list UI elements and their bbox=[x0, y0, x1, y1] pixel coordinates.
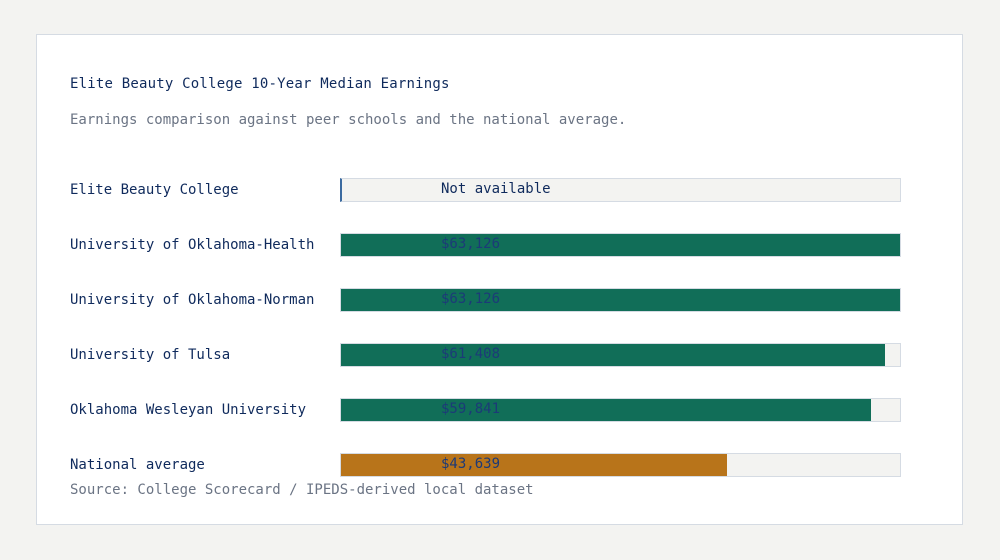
bar-value: $63,126 bbox=[441, 236, 501, 252]
bar-label: Oklahoma Wesleyan University bbox=[70, 402, 307, 418]
bar-fill bbox=[341, 399, 871, 421]
bar-row-elite-beauty-college: Elite Beauty College Not available bbox=[70, 178, 940, 204]
bar-fill bbox=[341, 344, 885, 366]
bar-label: Elite Beauty College bbox=[70, 182, 239, 198]
chart-subtitle: Earnings comparison against peer schools… bbox=[70, 112, 627, 128]
source-note: Source: College Scorecard / IPEDS-derive… bbox=[70, 482, 534, 498]
bar-track bbox=[340, 233, 901, 257]
bar-track bbox=[340, 343, 901, 367]
chart-title: Elite Beauty College 10-Year Median Earn… bbox=[70, 76, 450, 92]
bar-row-national-average: National average $43,639 bbox=[70, 453, 940, 479]
bar-row-ou-health: University of Oklahoma-Health $63,126 bbox=[70, 233, 940, 259]
bar-row-oklahoma-wesleyan: Oklahoma Wesleyan University $59,841 bbox=[70, 398, 940, 424]
bar-track bbox=[340, 453, 901, 477]
bar-value: $61,408 bbox=[441, 346, 501, 362]
bar-row-ou-norman: University of Oklahoma-Norman $63,126 bbox=[70, 288, 940, 314]
bar-label: University of Oklahoma-Norman bbox=[70, 292, 315, 308]
bar-label: National average bbox=[70, 457, 205, 473]
bar-fill bbox=[341, 454, 728, 476]
bar-fill bbox=[341, 289, 900, 311]
bar-value: $59,841 bbox=[441, 401, 501, 417]
bar-value: $63,126 bbox=[441, 291, 501, 307]
bar-fill bbox=[341, 234, 900, 256]
bar-label: University of Oklahoma-Health bbox=[70, 237, 315, 253]
chart-card: Elite Beauty College 10-Year Median Earn… bbox=[36, 34, 963, 525]
bar-track bbox=[340, 288, 901, 312]
bar-track bbox=[340, 398, 901, 422]
bar-value: Not available bbox=[441, 181, 551, 197]
bar-row-university-of-tulsa: University of Tulsa $61,408 bbox=[70, 343, 940, 369]
bar-value: $43,639 bbox=[441, 456, 501, 472]
bar-label: University of Tulsa bbox=[70, 347, 231, 363]
bar-track bbox=[340, 178, 901, 202]
